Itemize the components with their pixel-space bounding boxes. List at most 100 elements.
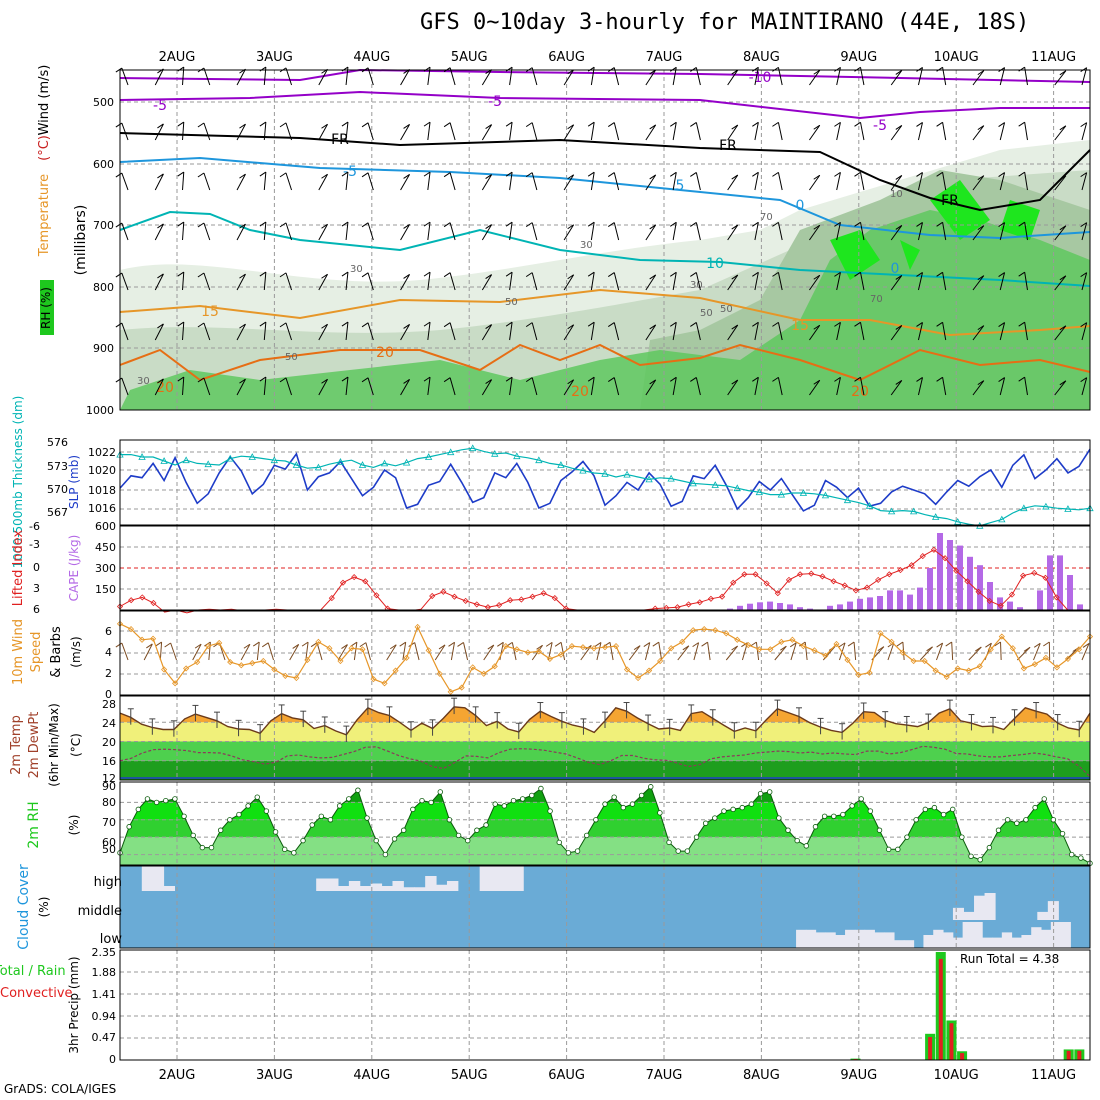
wind-barb-flag (239, 223, 246, 229)
thickness-marker (557, 461, 565, 468)
wind-barb (672, 222, 677, 241)
wind-barb (203, 377, 211, 396)
wind-barb (774, 645, 787, 661)
wind-speed-marker (1009, 645, 1016, 652)
wind-barb-flag (497, 641, 504, 647)
wind-barb (203, 172, 211, 191)
cloud-gap (512, 866, 524, 891)
date-label-bottom: 7AUG (646, 1068, 683, 1083)
wind-barb (121, 122, 129, 141)
wind-barb (596, 642, 602, 661)
rh-contour-label: 30 (580, 240, 593, 251)
li-tick: 6 (33, 603, 40, 616)
cloud-gap (974, 895, 986, 920)
cloud-gap (972, 922, 983, 948)
wind-speed-marker (899, 649, 906, 656)
wind-barb-flag (361, 172, 369, 178)
precip-convective-bar (960, 1053, 965, 1060)
thickness-marker (689, 479, 697, 487)
wind-barb (860, 272, 865, 291)
wind-speed-marker (447, 688, 454, 695)
wind-barb (449, 222, 456, 241)
wind-barb (511, 642, 517, 661)
wind-barb (121, 272, 129, 291)
wind-barb-flag (649, 274, 656, 280)
wind-barb (400, 224, 411, 241)
wind-speed-marker (1031, 661, 1038, 668)
li-marker (451, 593, 458, 600)
cape-bar (737, 605, 743, 610)
thickness-marker (424, 453, 433, 460)
wind-barb-flag (239, 323, 246, 329)
wind-barb-flag (1018, 171, 1025, 177)
cloud-gap (1031, 927, 1042, 948)
wind-barb (890, 175, 903, 191)
wind-speed-marker (150, 635, 157, 642)
wind-barb (860, 172, 865, 191)
wind-barb-flag (115, 272, 123, 278)
wind-barb-flag (403, 378, 410, 384)
wind-barb (263, 172, 267, 191)
temp-contour-20 (119, 343, 1091, 382)
wind-speed-marker (315, 638, 322, 645)
precip-panel: Run Total = 4.38 2.35 1.88 1.41 0.94 0.47 0 Tot… (0, 946, 1090, 1066)
wind-barb-flag (448, 641, 455, 647)
slp-tick: 1022 (88, 446, 116, 459)
wind-barb-flag (1018, 221, 1025, 227)
wind-barb-flag (389, 644, 397, 650)
cloud-gap (348, 881, 361, 891)
wind-barb (182, 377, 185, 396)
wind-barb (236, 273, 246, 291)
wind-barb-flag (701, 641, 708, 647)
wind-speed-marker (723, 630, 730, 637)
cloud-gap (884, 932, 895, 948)
cape-bar (887, 590, 893, 610)
wind-barb (1024, 122, 1028, 141)
wind-barb-flag (652, 641, 660, 647)
wind-barb-flag (692, 642, 699, 648)
wind-barb (427, 222, 431, 241)
wind-barb (809, 174, 821, 191)
wind-barb-flag (423, 376, 431, 382)
wind-barb (427, 322, 431, 341)
y-tick-label: 500 (93, 96, 114, 109)
li-marker (875, 576, 882, 583)
date-label-bottom: 9AUG (840, 1068, 877, 1083)
rh-marker (574, 848, 581, 854)
wind-barb (367, 272, 374, 291)
wind-barb (942, 377, 947, 396)
wind-barb (860, 222, 865, 241)
wind-speed-marker (1053, 664, 1060, 671)
wind-speed-marker (425, 647, 432, 654)
cloud-gap (854, 929, 866, 948)
wind-barb (121, 322, 129, 341)
wind-speed-marker (546, 655, 553, 662)
rh-marker (712, 815, 718, 821)
wind-barb (727, 379, 739, 396)
wind-barb (590, 172, 595, 191)
wind-barb (613, 122, 620, 141)
wind-barb-flag (669, 271, 677, 277)
wind-barb (345, 172, 349, 191)
thickness-marker (601, 469, 609, 477)
wind-barb (449, 272, 456, 291)
rh2m-frame (119, 781, 1091, 866)
wind-barb-flag (505, 221, 513, 227)
contour-label: 20 (376, 345, 394, 361)
li-marker (741, 571, 748, 578)
wind-barb (777, 122, 783, 141)
rh-marker (355, 787, 361, 793)
wind-barb (919, 646, 933, 661)
wind-barb (236, 378, 246, 396)
thickness-marker (711, 481, 719, 488)
contour-label: 5 (676, 178, 685, 194)
wind-barb (182, 172, 185, 191)
credit-label: GrADS: COLA/IGES (4, 1082, 117, 1096)
wind-barb (972, 275, 985, 291)
cloud-gap (479, 866, 492, 891)
wind-barb (481, 174, 493, 191)
wind-speed-marker (249, 660, 256, 667)
wind-barb-flag (259, 271, 267, 277)
wind-barb (727, 224, 739, 241)
wind-barb (289, 644, 300, 661)
